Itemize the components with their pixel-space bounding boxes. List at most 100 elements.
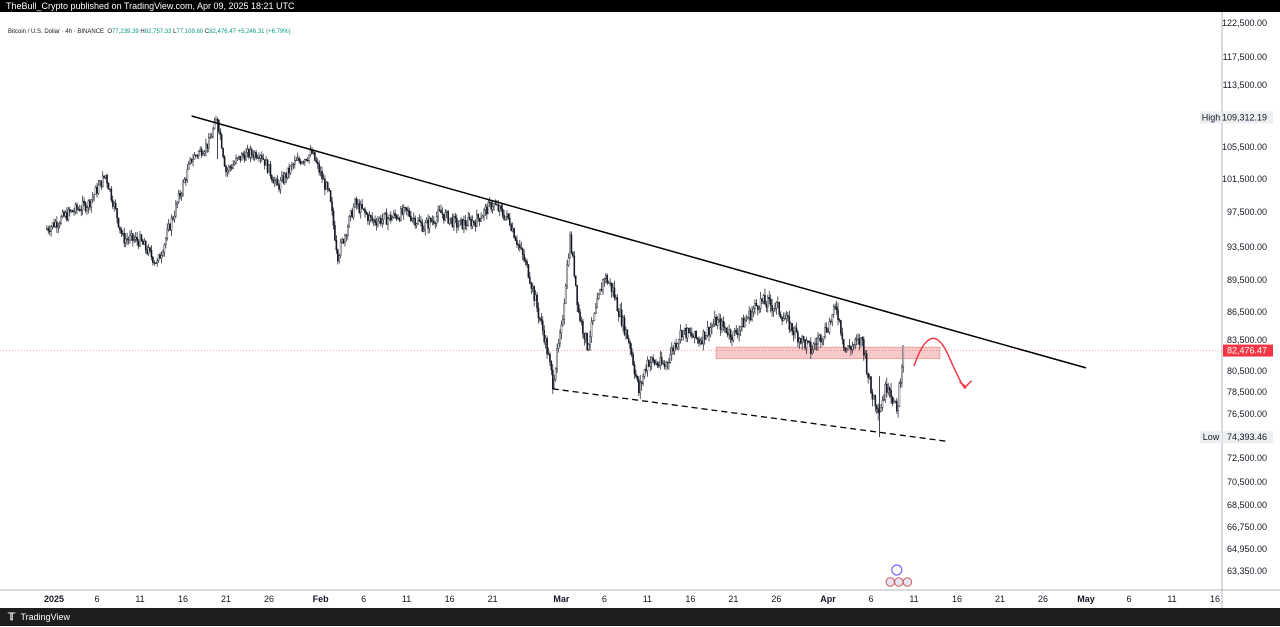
candle-body [901,366,903,383]
chart-frame[interactable]: 122,500.00 117,500.00 113,500.00 105,500.00… [0,12,1280,608]
candle-body [430,218,432,222]
candle-body [590,321,593,337]
candle-body [818,334,821,339]
candle-body [897,405,899,412]
candle-body [549,353,551,362]
candle-body [205,143,207,152]
candle-body [121,233,124,235]
candle-body [574,275,577,286]
candle-body [68,209,71,212]
candle-body [699,340,702,344]
candle-body [726,332,729,336]
candle-body [261,155,263,159]
candle-body [721,320,723,330]
candle-body [600,288,603,292]
y-tick-label: 105,500.00 [1222,142,1267,152]
y-tick-label: 72,500.00 [1227,453,1267,463]
candle-body [827,331,829,333]
candle-body [735,329,738,334]
candle-body [748,310,750,318]
price-chart[interactable]: 122,500.00 117,500.00 113,500.00 105,500.00… [0,12,1280,608]
candle-body [233,162,236,165]
candle-body [583,333,586,340]
candle-body [772,308,775,312]
candle-body [811,349,814,354]
candle-body [543,329,545,343]
candle-body [787,315,789,317]
x-tick-label: 11 [135,594,144,604]
candle-body [349,210,352,217]
candle-body [187,163,190,170]
candle-body [448,218,451,224]
candle-body [368,215,371,221]
x-tick-label: 11 [643,594,652,604]
candle-body [559,332,561,344]
candle-body [635,373,637,377]
candle-body [66,212,68,221]
candle-body [477,214,480,219]
candle-body [398,217,401,221]
candle-body [440,210,442,213]
candle-body [880,407,882,412]
candle-body [660,357,663,364]
candle-body [50,226,52,232]
candle-body [885,384,888,393]
candle-body [847,345,849,350]
candle-body [573,255,576,276]
candle-body [777,302,779,304]
candle-body [252,154,255,158]
candle-body [137,240,140,247]
x-tick-label: Apr [820,594,836,604]
candle-body [734,329,736,332]
high-tag-label-bg [1200,111,1222,124]
candle-body [792,330,795,335]
candle-body [90,199,93,208]
candle-body [460,218,462,221]
candle-body [470,219,472,227]
x-tick-label: 26 [264,594,274,604]
candle-body [857,338,859,340]
candle-body [309,150,312,156]
candle-body [537,307,540,318]
candle-body [516,240,518,245]
candle-body [781,317,783,321]
candle-body [533,286,535,301]
candle-body [46,228,48,230]
x-tick-label: 6 [361,594,366,604]
candle-body [490,202,492,210]
candle-body [812,343,815,351]
candle-body [127,239,130,241]
candle-body [245,152,247,161]
y-tick-label: 86,500.00 [1227,307,1267,317]
candle-body [433,220,435,224]
candle-body [150,250,153,258]
candle-body [848,345,851,348]
candle-body [742,318,745,328]
candle-body [192,159,194,163]
candle-body [140,234,143,241]
candle-body [304,158,306,163]
candle-body [691,332,693,337]
candle-body [771,305,773,312]
candle-body [74,204,77,212]
candle-body [692,336,695,338]
candle-body [586,332,588,350]
candle-body [500,205,503,210]
lower-trendline [552,388,949,443]
candle-body [163,244,166,253]
candle-body [116,208,118,219]
candle-body [185,179,187,181]
candle-body [265,159,267,166]
candle-body [428,218,431,229]
candle-body [415,223,418,226]
candle-body [48,230,51,232]
x-tick-label: 6 [94,594,99,604]
change-value: +5,246.31 (+6.79%) [237,29,291,35]
candle-body [262,158,265,160]
candle-body [56,221,58,228]
candle-body [666,362,669,364]
open-value: 77,239.39 [112,29,139,35]
candle-body [527,264,530,278]
candle-body [219,130,222,135]
candle-body [696,337,699,340]
